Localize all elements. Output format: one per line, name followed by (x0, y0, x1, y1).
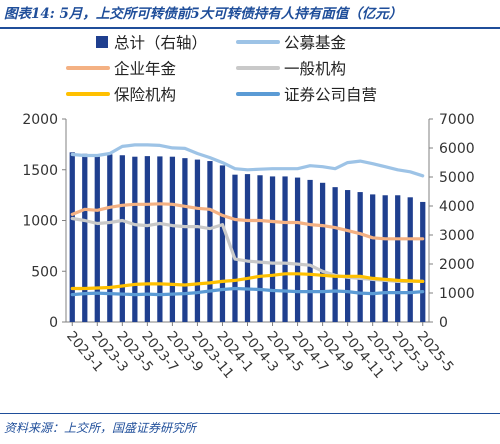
y-tick-label-right: 2000 (439, 257, 475, 273)
y-tick-label-right: 0 (439, 315, 448, 331)
bar (94, 156, 100, 322)
y-tick-label-left: 1500 (22, 163, 58, 179)
bar (207, 161, 213, 322)
y-tick-label-right: 1000 (439, 286, 475, 302)
legend-label: 保险机构 (114, 86, 176, 104)
bar (194, 159, 201, 322)
bar (282, 176, 288, 322)
bar (257, 175, 263, 322)
bar (69, 152, 75, 322)
source-note: 资料来源：上交所，国盛证券研究所 (4, 421, 197, 435)
bar (269, 176, 276, 322)
series-line (70, 202, 425, 241)
line-series (70, 143, 425, 297)
bar (144, 156, 150, 322)
y-tick-label-left: 0 (49, 315, 58, 331)
bar (357, 192, 363, 322)
bar-series (69, 152, 426, 322)
bar (420, 201, 426, 322)
bar (407, 197, 413, 322)
bar (307, 179, 313, 322)
bar (82, 153, 88, 322)
title-rule (0, 27, 500, 29)
bar (157, 156, 163, 322)
y-tick-label-right: 7000 (439, 112, 475, 128)
bar (294, 177, 301, 322)
bar (345, 190, 351, 322)
y-tick-label-right: 5000 (439, 170, 475, 186)
bar (232, 174, 238, 322)
y-tick-label-right: 3000 (439, 228, 475, 244)
bar (370, 194, 376, 322)
legend-label: 证券公司自营 (284, 86, 377, 104)
legend-label: 一般机构 (284, 60, 346, 78)
y-tick-label-left: 2000 (22, 112, 58, 128)
y-tick-label-left: 1000 (22, 214, 58, 230)
source-rule (0, 413, 500, 414)
legend-label: 总计（右轴） (114, 34, 207, 52)
legend-label: 公募基金 (284, 34, 347, 52)
series-line (70, 216, 425, 283)
bar (319, 182, 326, 322)
bar (395, 195, 401, 322)
series-line (70, 286, 425, 297)
series-line (70, 143, 425, 178)
chart-title: 图表14: 5月，上交所可转债前5大可转债持有人持有面值（亿元） (4, 6, 403, 22)
bar (107, 154, 113, 322)
bar (244, 174, 251, 322)
bar (119, 155, 125, 322)
bar (382, 195, 388, 322)
bar (182, 158, 188, 322)
legend-swatch (96, 36, 108, 48)
bar (169, 156, 176, 322)
legend-label: 企业年金 (114, 60, 177, 78)
bar (219, 165, 226, 322)
y-tick-label-right: 4000 (439, 199, 475, 215)
y-tick-label-right: 6000 (439, 141, 475, 157)
y-tick-label-left: 500 (31, 264, 58, 280)
bar (332, 187, 338, 322)
series-line (70, 272, 425, 291)
bar (132, 156, 138, 322)
